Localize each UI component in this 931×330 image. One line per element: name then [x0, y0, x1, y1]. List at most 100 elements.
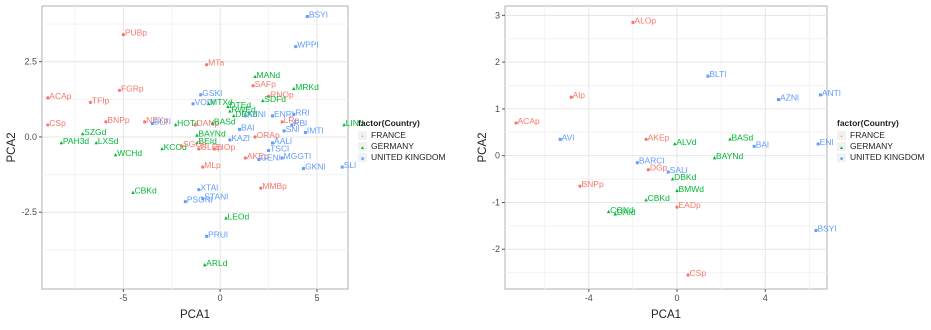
point-label: CBKd: [135, 186, 157, 196]
legend-symbol: ■: [361, 156, 364, 162]
point-label: GKNl: [305, 162, 325, 172]
point-label: BSYl: [817, 224, 836, 234]
data-point: [226, 104, 230, 109]
data-point: [205, 63, 209, 67]
data-point: [183, 200, 187, 204]
data-point: [205, 234, 209, 238]
data-point: [195, 140, 199, 145]
point-label: AKEp: [648, 132, 670, 142]
data-point: [514, 121, 518, 125]
point-label: SZGd: [84, 127, 106, 137]
data-point: [94, 140, 99, 145]
data-point: [243, 114, 247, 118]
data-point: [728, 137, 732, 141]
point-label: WCHd: [117, 148, 142, 158]
point-label: HOTa: [177, 118, 199, 128]
y-tick-label: -2: [492, 244, 500, 254]
data-point: [160, 147, 164, 151]
point-label: MMBp: [262, 181, 287, 191]
data-point: [305, 15, 309, 19]
point-label: DBKd: [674, 172, 696, 182]
point-label: BAl: [241, 122, 254, 132]
point-label: LXSd: [98, 136, 119, 146]
point-label: BSYl: [309, 10, 328, 20]
legend-key: [837, 142, 846, 151]
point-label: ACAp: [49, 91, 71, 101]
data-point: [670, 177, 675, 181]
x-tick-label: 0: [675, 293, 680, 303]
data-point: [117, 88, 122, 92]
legend-entry-label: FRANCE: [371, 130, 406, 140]
data-point: [228, 109, 232, 113]
data-point: [59, 140, 64, 145]
point-label: Alp: [573, 90, 586, 100]
point-label: VODl: [195, 97, 215, 107]
point-label: STANl: [204, 192, 228, 202]
point-label: AZNl: [780, 93, 799, 103]
point-label: GLEp: [200, 142, 222, 152]
data-point: [150, 121, 154, 125]
point-label: BAYNd: [716, 151, 744, 161]
data-point: [104, 120, 108, 124]
point-label: SDFd: [264, 94, 286, 104]
data-point: [131, 190, 135, 194]
point-label: RBl: [293, 118, 307, 128]
legend-symbol: •: [841, 134, 843, 140]
point-label: BEId: [198, 136, 217, 146]
point-label: ACAp: [518, 116, 540, 126]
data-point: [644, 137, 648, 141]
x-tick-label: -5: [119, 293, 127, 303]
x-axis-title: PCA1: [651, 309, 681, 321]
data-point: [253, 135, 257, 139]
point-label: BLTl: [709, 69, 726, 79]
data-point: [675, 188, 679, 193]
x-tick-label: -4: [585, 293, 593, 303]
legend-symbol: ▲: [360, 145, 365, 151]
gridlines: [505, 6, 827, 289]
point-label: PUBp: [125, 28, 147, 38]
data-point: [818, 93, 822, 97]
point-label: MLp: [204, 160, 221, 170]
point-label: ARLd: [206, 258, 228, 268]
legend-entry-label: FRANCE: [850, 130, 885, 140]
data-point: [231, 113, 236, 118]
point-label: SAFp: [255, 79, 277, 89]
data-point: [280, 120, 284, 124]
point-label: ENRl: [274, 109, 294, 119]
data-point: [197, 147, 201, 151]
point-label: LRp: [284, 115, 300, 125]
legend-title: factor(Country): [358, 118, 420, 128]
point-label: WPPl: [297, 40, 318, 50]
y-tick-label: -2.5: [21, 207, 37, 217]
point-label: TSCl: [270, 144, 289, 154]
data-point: [193, 123, 197, 127]
data-point: [259, 186, 263, 190]
point-label: RWEd: [231, 104, 256, 114]
data-point: [199, 93, 203, 97]
point-label: RRl: [295, 107, 309, 117]
point-label: SLl: [344, 160, 356, 170]
point-label: AVl: [562, 132, 575, 142]
data-point: [228, 138, 232, 142]
legend-key: [358, 131, 367, 140]
plot-panel: [504, 5, 828, 290]
data-point: [201, 165, 205, 169]
point-label: EADp: [679, 200, 701, 210]
point-label: DTEd: [229, 100, 251, 110]
legend-symbol: •: [362, 134, 364, 140]
point-label: DGp: [650, 163, 668, 173]
point-label: DANp: [197, 118, 220, 128]
point-label: ORAp: [257, 130, 280, 140]
data-point: [121, 33, 125, 37]
data-point: [260, 98, 265, 103]
point-label: ALOp: [634, 15, 656, 25]
y-tick-label: 3: [495, 10, 500, 20]
point-label: MRKd: [295, 82, 319, 92]
point-label: BAYNd: [198, 128, 226, 138]
point-label: BNPp: [581, 179, 603, 189]
y-tick-label: 1: [495, 104, 500, 114]
legend-key: [358, 153, 367, 162]
x-tick-label: 0: [218, 293, 223, 303]
data-point: [266, 94, 271, 98]
data-point: [253, 74, 257, 79]
